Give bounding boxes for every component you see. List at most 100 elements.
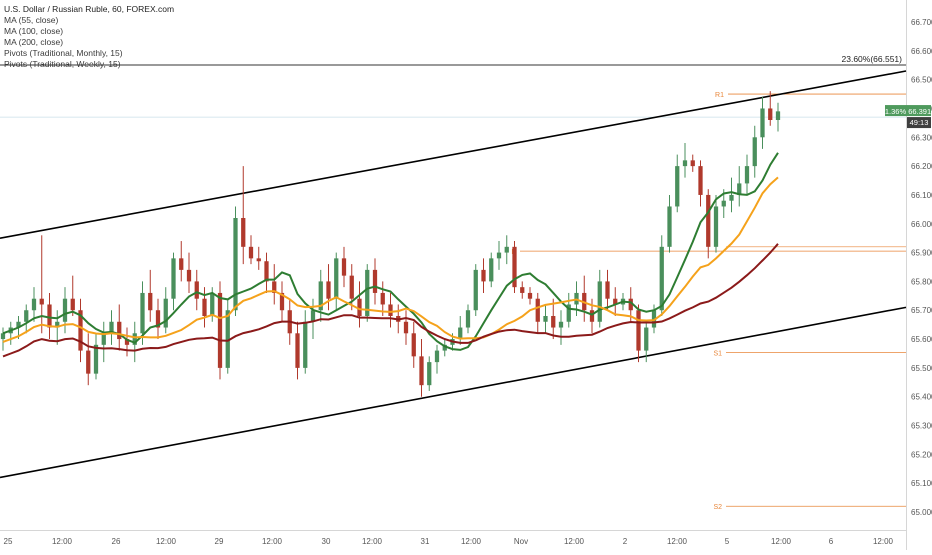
candle-body[interactable] bbox=[202, 298, 207, 316]
candle-body[interactable] bbox=[31, 298, 37, 311]
candle-body[interactable] bbox=[737, 183, 742, 195]
candle-body[interactable] bbox=[0, 333, 6, 340]
candle-body[interactable] bbox=[775, 111, 781, 120]
candle-body[interactable] bbox=[303, 321, 308, 368]
candle-body[interactable] bbox=[272, 281, 277, 293]
candle-body[interactable] bbox=[659, 246, 664, 311]
candle-body[interactable] bbox=[194, 281, 199, 299]
candle-body[interactable] bbox=[365, 269, 370, 316]
candle-body[interactable] bbox=[109, 321, 114, 334]
candle-body[interactable] bbox=[605, 281, 610, 299]
candle-body[interactable] bbox=[341, 258, 347, 276]
candle-body[interactable] bbox=[241, 218, 246, 247]
candle-body[interactable] bbox=[558, 321, 564, 328]
legend-study-ma55[interactable]: MA (55, close) bbox=[4, 15, 59, 25]
candle-body[interactable] bbox=[520, 287, 525, 293]
candle-body[interactable] bbox=[636, 310, 641, 351]
ma55-line[interactable] bbox=[2, 152, 779, 351]
candle-body[interactable] bbox=[248, 246, 254, 259]
candle-body[interactable] bbox=[279, 292, 285, 311]
candle-body[interactable] bbox=[334, 258, 339, 299]
candle-body[interactable] bbox=[682, 160, 688, 167]
channel-upper[interactable] bbox=[0, 70, 907, 239]
channel-lower[interactable] bbox=[0, 306, 907, 479]
candle-body[interactable] bbox=[465, 310, 471, 328]
candle-body[interactable] bbox=[380, 292, 385, 305]
candle-body[interactable] bbox=[512, 246, 517, 288]
candle-body[interactable] bbox=[527, 292, 533, 299]
candle-body[interactable] bbox=[171, 258, 176, 299]
candle-body[interactable] bbox=[163, 298, 168, 328]
candle-body[interactable] bbox=[434, 350, 440, 363]
candle-body[interactable] bbox=[419, 356, 424, 386]
candle-body[interactable] bbox=[644, 327, 649, 351]
candle-body[interactable] bbox=[760, 108, 765, 138]
candle-body[interactable] bbox=[566, 304, 571, 322]
candle-body[interactable] bbox=[744, 166, 750, 184]
candle-body[interactable] bbox=[318, 281, 323, 311]
candle-body[interactable] bbox=[628, 298, 633, 311]
candle-body[interactable] bbox=[24, 310, 29, 322]
candle-body[interactable] bbox=[675, 166, 680, 207]
candle-body[interactable] bbox=[39, 298, 44, 305]
candle-body[interactable] bbox=[589, 310, 595, 322]
candle-body[interactable] bbox=[179, 258, 184, 270]
candle-body[interactable] bbox=[310, 310, 316, 322]
candle-body[interactable] bbox=[225, 310, 230, 368]
candle-body[interactable] bbox=[698, 166, 703, 195]
candle-body[interactable] bbox=[729, 194, 734, 201]
candle-body[interactable] bbox=[690, 160, 695, 167]
candle-body[interactable] bbox=[489, 258, 494, 282]
legend-study-ma100[interactable]: MA (100, close) bbox=[4, 26, 64, 36]
candle-body[interactable] bbox=[551, 316, 556, 328]
candle-body[interactable] bbox=[217, 292, 223, 368]
legend-study-ma200[interactable]: MA (200, close) bbox=[4, 37, 64, 47]
candle-body[interactable] bbox=[496, 252, 502, 259]
candle-body[interactable] bbox=[411, 333, 416, 357]
candle-body[interactable] bbox=[155, 310, 161, 328]
candle-body[interactable] bbox=[543, 316, 548, 322]
candle-body[interactable] bbox=[481, 269, 486, 282]
candle-body[interactable] bbox=[721, 200, 726, 207]
ma100-line[interactable] bbox=[2, 176, 779, 343]
candle-body[interactable] bbox=[124, 339, 130, 345]
legend-study-pivots-weekly[interactable]: Pivots (Traditional, Weekly, 15) bbox=[4, 59, 121, 69]
candle-body[interactable] bbox=[706, 194, 711, 247]
candle-body[interactable] bbox=[78, 310, 83, 351]
candle-body[interactable] bbox=[473, 269, 478, 311]
candle-body[interactable] bbox=[613, 298, 618, 305]
candle-body[interactable] bbox=[93, 344, 99, 374]
candle-body[interactable] bbox=[372, 269, 378, 293]
candle-body[interactable] bbox=[264, 261, 269, 282]
candle-body[interactable] bbox=[326, 281, 331, 299]
candle-body[interactable] bbox=[16, 321, 21, 328]
candle-body[interactable] bbox=[86, 350, 91, 374]
candle-body[interactable] bbox=[535, 298, 540, 322]
candle-body[interactable] bbox=[768, 108, 773, 120]
candle-body[interactable] bbox=[101, 333, 106, 345]
candle-body[interactable] bbox=[713, 206, 719, 247]
candle-body[interactable] bbox=[210, 292, 215, 316]
candle-body[interactable] bbox=[458, 327, 463, 340]
candle-body[interactable] bbox=[442, 344, 447, 351]
candle-body[interactable] bbox=[597, 281, 602, 322]
candle-body[interactable] bbox=[233, 218, 238, 311]
candle-body[interactable] bbox=[55, 321, 60, 328]
candle-body[interactable] bbox=[349, 275, 354, 299]
candle-body[interactable] bbox=[186, 269, 192, 282]
candle-body[interactable] bbox=[140, 292, 145, 334]
candle-body[interactable] bbox=[388, 304, 393, 316]
candle-body[interactable] bbox=[427, 362, 432, 386]
candle-body[interactable] bbox=[504, 246, 509, 253]
candle-body[interactable] bbox=[62, 298, 68, 322]
candle-body[interactable] bbox=[47, 304, 52, 328]
candle-body[interactable] bbox=[403, 321, 409, 334]
ma200-line[interactable] bbox=[2, 243, 779, 358]
candle-body[interactable] bbox=[70, 298, 75, 311]
candle-body[interactable] bbox=[752, 137, 757, 167]
candle-body[interactable] bbox=[132, 333, 137, 345]
legend-study-pivots-monthly[interactable]: Pivots (Traditional, Monthly, 15) bbox=[4, 48, 123, 58]
candle-body[interactable] bbox=[117, 321, 122, 340]
